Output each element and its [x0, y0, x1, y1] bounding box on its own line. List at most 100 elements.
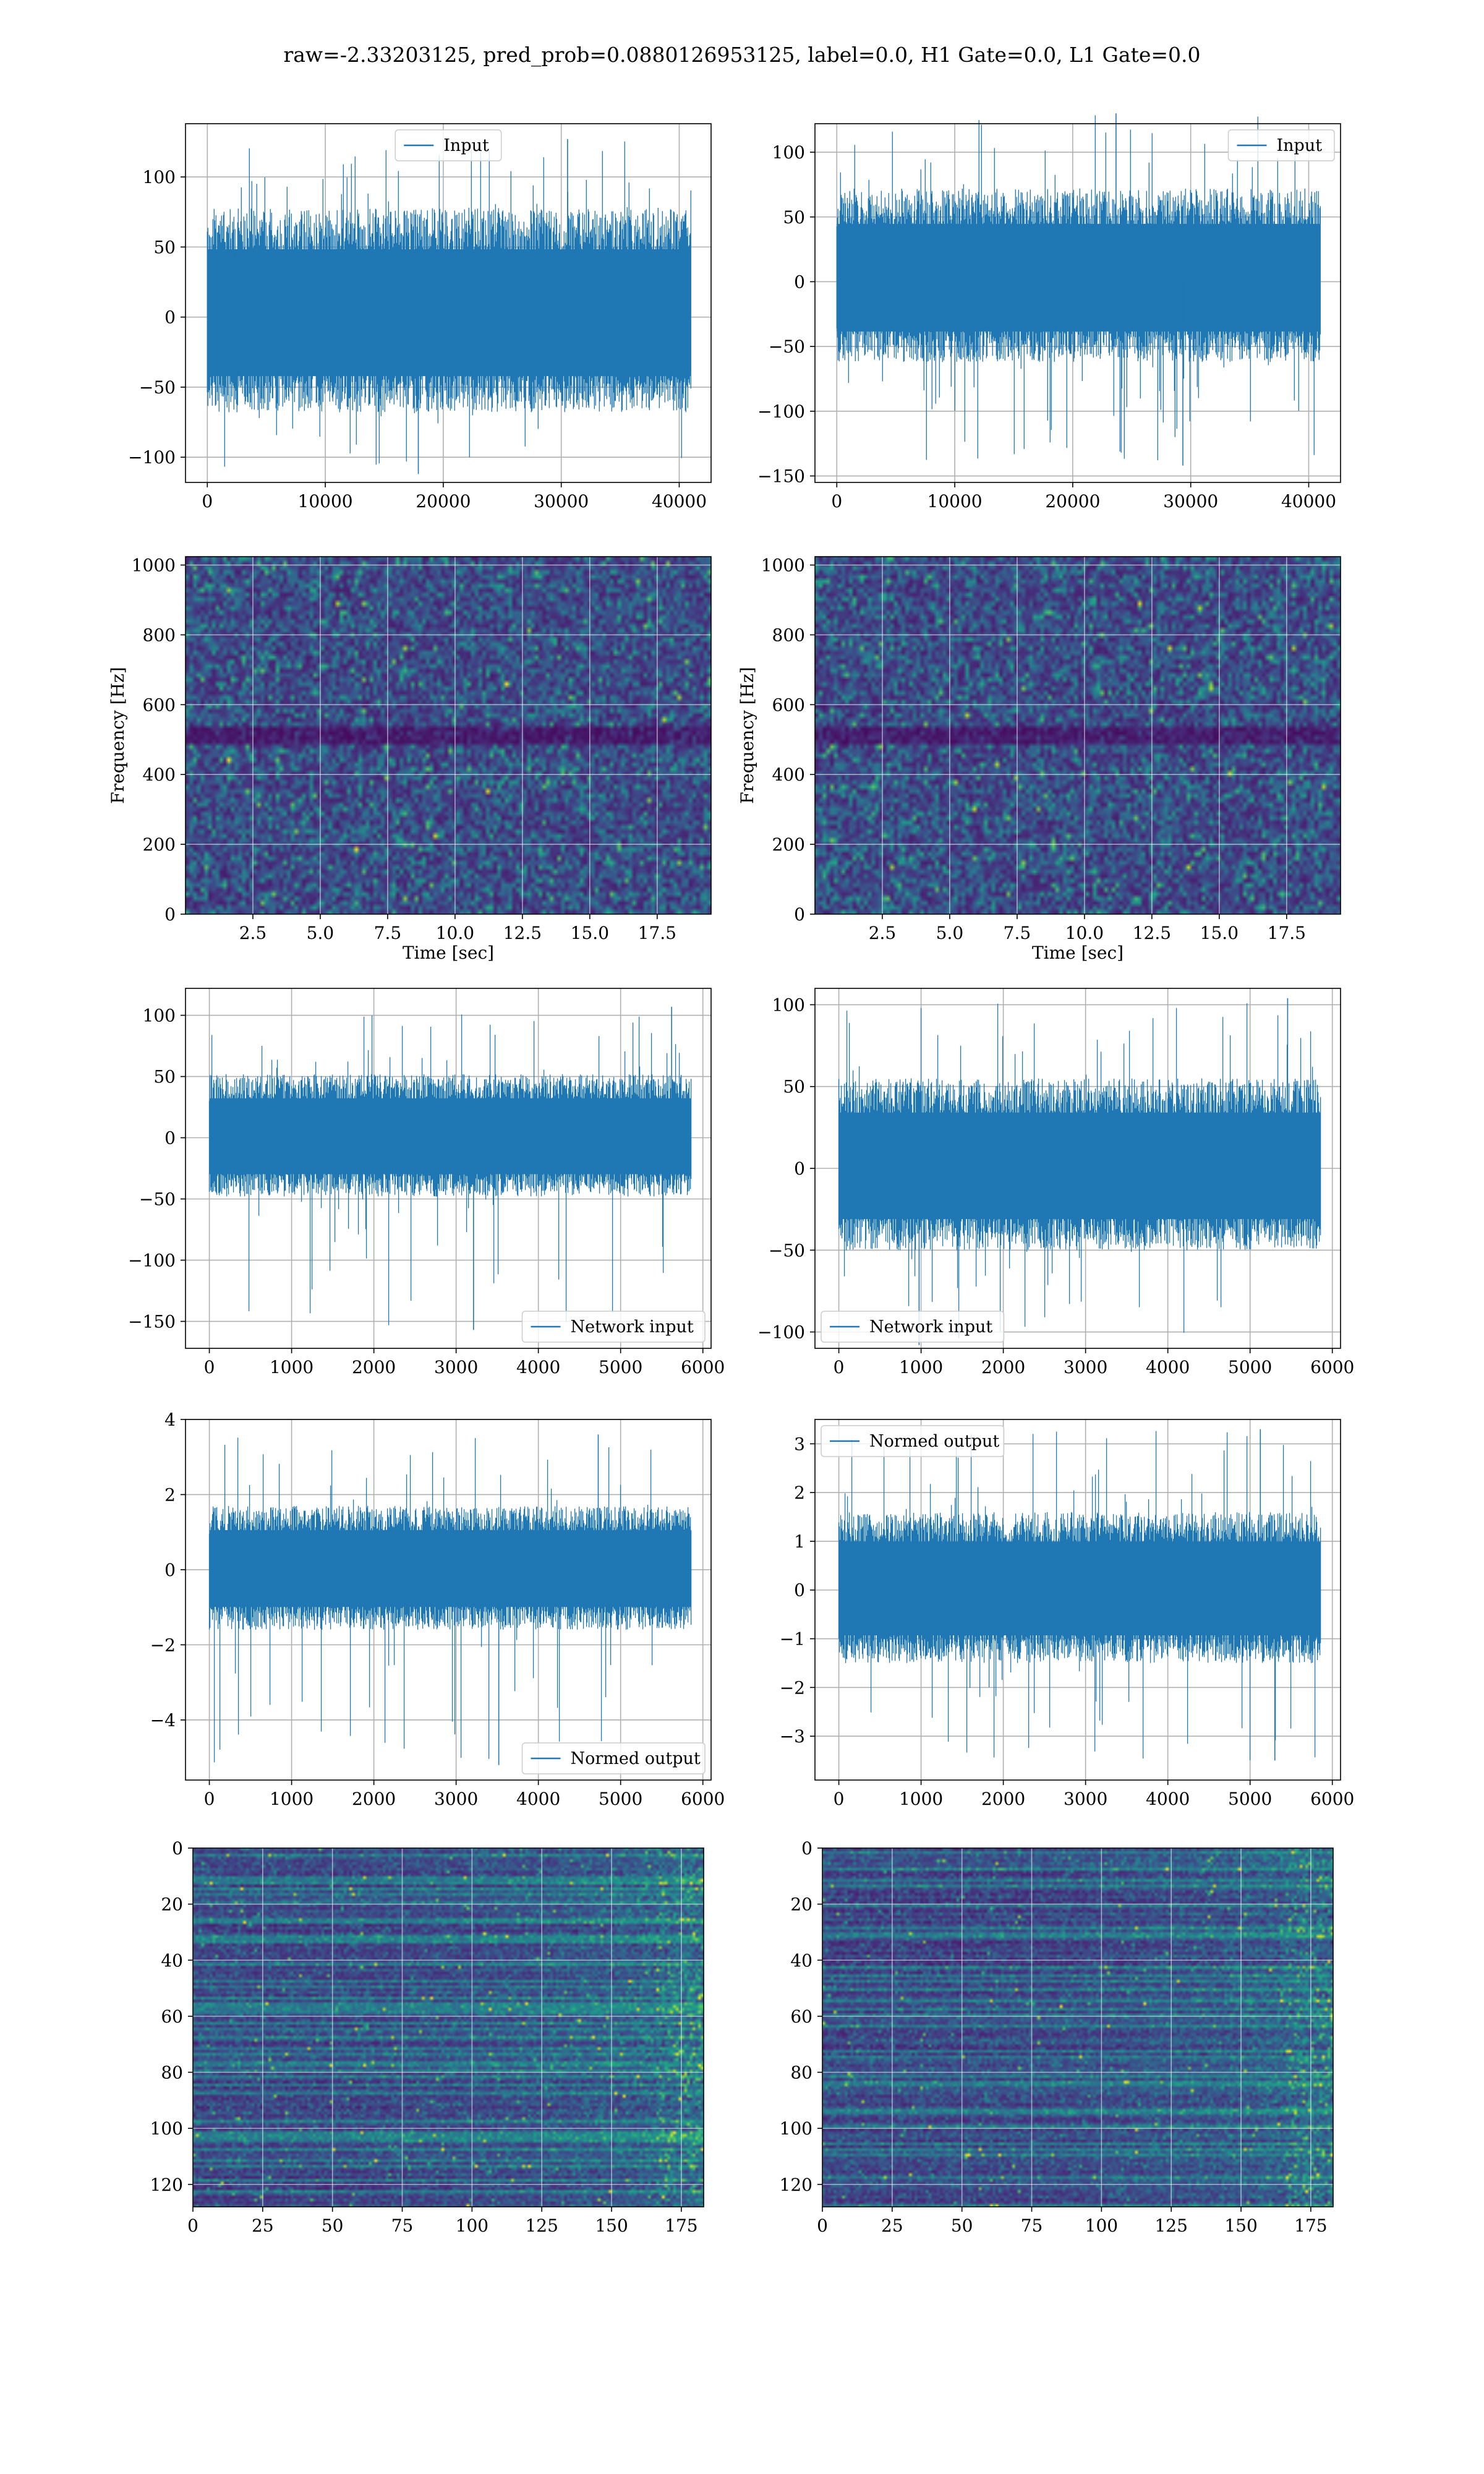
h1-normed-output-legend: Normed output [521, 1742, 706, 1774]
h1-network-input-legend-box [521, 1311, 706, 1343]
l1-spectrogram-xlabel: Time [sec] [1032, 943, 1124, 963]
l1-spectrogram-xtick-label: 15.0 [1200, 923, 1239, 943]
h1-feature-map-ytick-label: 60 [161, 2006, 183, 2027]
h1-normed-output-xtick-label: 0 [204, 1789, 215, 1809]
h1-input-series-line [207, 141, 691, 467]
h1-network-input-xtick-label: 3000 [434, 1357, 478, 1377]
l1-feature-map-xtick-label: 75 [1021, 2215, 1043, 2236]
h1-network-input-xtick-label: 0 [204, 1357, 215, 1377]
l1-input-xtick-label: 20000 [1045, 491, 1100, 511]
l1-spectrogram-panel: 2.5 5.0 7.5 10.0 12.5 15.0 17.5 0 200 400 600 800 10… [737, 555, 1341, 963]
l1-feature-map-panel: 0 25 50 75 100 125 150 175 0 20 40 60 80 100 120 [780, 1838, 1334, 2236]
l1-input-ytick-label: 50 [783, 207, 805, 228]
h1-input-legend: Input [394, 129, 502, 161]
h1-spectrogram-xtick-label: 2.5 [239, 923, 267, 943]
h1-network-input-ytick-label: −100 [128, 1250, 176, 1270]
l1-normed-output-xtick-label: 6000 [1310, 1789, 1354, 1809]
h1-normed-output-ytick-label: 0 [164, 1560, 176, 1580]
h1-feature-map-ytick-label: 40 [161, 1950, 183, 1971]
l1-spectrogram-ytick-label: 800 [772, 625, 805, 645]
h1-feature-map-xtick-label: 0 [187, 2215, 198, 2236]
figure-title: raw=-2.33203125, pred_prob=0.08801269531… [283, 43, 1200, 67]
h1-normed-output-xtick-label: 6000 [681, 1789, 725, 1809]
l1-feature-map-ytick-label: 40 [790, 1950, 812, 1971]
l1-spectrogram-ytick-label: 600 [772, 695, 805, 715]
l1-feature-map-ytick-label: 0 [801, 1838, 812, 1859]
l1-normed-output-ytick-label: 1 [794, 1531, 805, 1552]
h1-spectrogram-xtick-label: 15.0 [571, 923, 609, 943]
l1-normed-output-ytick-label: 3 [794, 1434, 805, 1454]
h1-input-xtick-label: 40000 [652, 491, 707, 511]
h1-feature-map-xtick-label: 175 [665, 2215, 697, 2236]
h1-network-input-frame [185, 988, 712, 1349]
h1-feature-map-panel: 0 25 50 75 100 125 150 175 0 20 40 60 80 100 120 [150, 1838, 704, 2236]
l1-network-input-legend-label: Network input [869, 1317, 992, 1337]
h1-normed-output-xtick-label: 1000 [270, 1789, 313, 1809]
h1-input-legend-box [394, 129, 502, 161]
h1-spectrogram-ylabel: Frequency [Hz] [108, 667, 128, 803]
h1-spectrogram-xtick-label: 5.0 [307, 923, 335, 943]
l1-feature-map-image [822, 1848, 1333, 2207]
l1-input-legend-box [1227, 129, 1335, 161]
l1-feature-map-ytick-label: 60 [790, 2006, 812, 2027]
h1-spectrogram-ytick-label: 400 [143, 764, 176, 785]
h1-feature-map-ytick-label: 100 [150, 2118, 183, 2139]
l1-normed-output-xtick-label: 2000 [981, 1789, 1025, 1809]
l1-feature-map-ytick-label: 120 [780, 2175, 812, 2195]
l1-input-ytick-label: 100 [772, 142, 805, 163]
h1-network-input-xtick-label: 1000 [270, 1357, 313, 1377]
l1-normed-output-legend: Normed output [821, 1425, 1005, 1457]
h1-normed-output-xtick-label: 4000 [516, 1789, 560, 1809]
l1-spectrogram-xtick-label: 7.5 [1004, 923, 1031, 943]
l1-normed-output-legend-box [821, 1425, 1005, 1457]
l1-input-ytick-label: −50 [769, 336, 805, 357]
h1-normed-output-xtick-label: 5000 [599, 1789, 642, 1809]
l1-network-input-xtick-label: 3000 [1064, 1357, 1107, 1377]
h1-input-ytick-label: 100 [143, 167, 176, 187]
l1-normed-output-ytick-label: −3 [780, 1726, 805, 1747]
h1-network-input-xtick-label: 2000 [352, 1357, 396, 1377]
l1-feature-map-xtick-label: 150 [1224, 2215, 1257, 2236]
h1-network-input-legend: Network input [521, 1311, 706, 1343]
h1-normed-output-ytick-label: −4 [150, 1710, 176, 1731]
h1-network-input-legend-label: Network input [571, 1317, 694, 1337]
h1-network-input-series-line [208, 1014, 692, 1325]
h1-input-xtick-label: 20000 [416, 491, 471, 511]
l1-input-legend: Input [1227, 129, 1335, 161]
h1-normed-output-legend-box [521, 1742, 706, 1774]
l1-network-input-ytick-label: −50 [769, 1240, 805, 1261]
l1-normed-output-xtick-label: 0 [834, 1789, 845, 1809]
h1-network-input-xtick-label: 5000 [599, 1357, 642, 1377]
h1-input-frame [185, 123, 712, 483]
l1-normed-output-ytick-label: 0 [794, 1580, 805, 1601]
h1-feature-map-xtick-label: 100 [456, 2215, 488, 2236]
l1-normed-output-ytick-label: −2 [780, 1677, 805, 1698]
h1-normed-output-legend-label: Normed output [571, 1749, 701, 1768]
h1-normed-output-series-line [208, 1437, 692, 1763]
h1-spectrogram-ytick-label: 200 [143, 834, 176, 855]
l1-network-input-xtick-label: 6000 [1310, 1357, 1354, 1377]
l1-network-input-ytick-label: 50 [783, 1077, 805, 1097]
l1-feature-map-xtick-label: 0 [817, 2215, 828, 2236]
h1-spectrogram-panel: 2.5 5.0 7.5 10.0 12.5 15.0 17.5 0 200 400 600 800 10… [108, 555, 712, 963]
l1-spectrogram-ytick-label: 200 [772, 834, 805, 855]
l1-normed-output-xtick-label: 1000 [899, 1789, 943, 1809]
l1-feature-map-frame [822, 1847, 1334, 2207]
h1-spectrogram-xlabel: Time [sec] [403, 943, 494, 963]
h1-network-input-xtick-label: 6000 [681, 1357, 725, 1377]
l1-input-frame [814, 123, 1341, 483]
l1-network-input-ytick-label: −100 [757, 1322, 805, 1343]
l1-input-ytick-label: −150 [757, 466, 805, 487]
h1-normed-output-ytick-label: −2 [150, 1635, 176, 1655]
l1-network-input-xtick-label: 2000 [981, 1357, 1025, 1377]
l1-input-xtick-label: 10000 [927, 491, 983, 511]
l1-input-xtick-label: 0 [831, 491, 842, 511]
h1-normed-output-xtick-label: 3000 [434, 1789, 478, 1809]
l1-input-xtick-label: 40000 [1281, 491, 1336, 511]
l1-network-input-xtick-label: 5000 [1228, 1357, 1272, 1377]
h1-network-input-ytick-label: 100 [143, 1006, 176, 1026]
